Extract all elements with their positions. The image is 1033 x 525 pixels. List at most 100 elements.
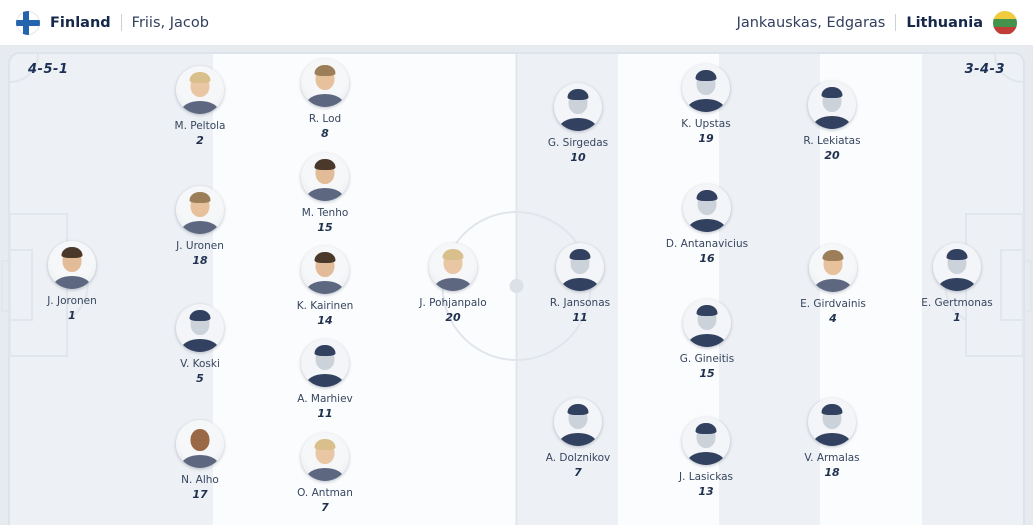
avatar-hair-shape <box>314 252 336 263</box>
avatar-face-shape <box>190 429 210 451</box>
player-name: O. Antman <box>297 487 353 499</box>
player-name: E. Gertmonas <box>921 297 993 309</box>
player-avatar <box>176 420 224 468</box>
avatar-torso-shape <box>181 221 219 234</box>
avatar-torso-shape <box>306 374 344 387</box>
player-avatar <box>808 398 856 446</box>
player-number: 4 <box>829 312 837 325</box>
avatar-torso-shape <box>687 99 725 112</box>
player-number: 20 <box>824 149 840 162</box>
avatar-hair-shape <box>569 249 591 260</box>
player-avatar <box>808 81 856 129</box>
away-team-header: Jankauskas, Edgaras Lithuania <box>736 10 1017 35</box>
player-avatar <box>554 398 602 446</box>
player-avatar <box>176 304 224 352</box>
player-avatar <box>683 184 731 232</box>
player-number: 1 <box>68 309 76 322</box>
player-name: R. Jansonas <box>549 297 611 309</box>
avatar-hair-shape <box>314 65 336 76</box>
avatar-hair-shape <box>695 70 717 81</box>
avatar-torso-shape <box>53 276 91 289</box>
avatar-hair-shape <box>189 72 211 83</box>
home-team-name[interactable]: Finland <box>50 14 111 31</box>
player-avatar <box>554 83 602 131</box>
home-player-card[interactable]: V. Koski 5 <box>142 304 258 385</box>
away-team-name[interactable]: Lithuania <box>906 14 983 31</box>
avatar-torso-shape <box>688 219 726 232</box>
home-player-card[interactable]: O. Antman 7 <box>267 433 383 514</box>
lithuania-flag-icon <box>993 10 1017 35</box>
avatar-hair-shape <box>314 439 336 450</box>
player-avatar <box>301 246 349 294</box>
player-number: 10 <box>570 151 586 164</box>
home-player-card[interactable]: N. Alho 17 <box>142 420 258 501</box>
player-name: E. Girdvainis <box>800 298 866 310</box>
home-player-card[interactable]: J. Uronen 18 <box>142 186 258 267</box>
home-player-card[interactable]: M. Tenho 15 <box>267 153 383 234</box>
home-player-card[interactable]: J. Joronen 1 <box>14 241 130 322</box>
player-name: K. Upstas <box>681 118 731 130</box>
avatar-hair-shape <box>442 249 464 260</box>
home-formation-label: 4-5-1 <box>28 62 69 77</box>
player-name: J. Pohjanpalo <box>419 297 487 309</box>
player-number: 19 <box>698 132 714 145</box>
avatar-torso-shape <box>687 452 725 465</box>
avatar-torso-shape <box>813 116 851 129</box>
away-player-card[interactable]: D. Antanavicius 16 <box>649 184 765 265</box>
player-number: 13 <box>698 485 714 498</box>
player-name: M. Peltola <box>174 120 226 132</box>
header-separator <box>895 14 897 31</box>
away-player-card[interactable]: E. Gertmonas 1 <box>899 243 1015 324</box>
away-player-card[interactable]: G. Sirgedas 10 <box>520 83 636 164</box>
player-number: 11 <box>317 407 333 420</box>
lineups-header: Finland Friis, Jacob Jankauskas, Edgaras… <box>0 0 1033 46</box>
away-player-card[interactable]: J. Lasickas 13 <box>648 417 764 498</box>
home-player-card[interactable]: A. Marhiev 11 <box>267 339 383 420</box>
avatar-torso-shape <box>561 278 599 291</box>
player-number: 20 <box>445 311 461 324</box>
player-name: G. Gineitis <box>679 353 735 365</box>
home-player-card[interactable]: K. Kairinen 14 <box>267 246 383 327</box>
avatar-hair-shape <box>189 192 211 203</box>
avatar-hair-shape <box>314 345 336 356</box>
home-manager-name[interactable]: Friis, Jacob <box>131 14 209 31</box>
avatar-torso-shape <box>559 118 597 131</box>
player-name: A. Dolznikov <box>545 452 611 464</box>
home-player-card[interactable]: M. Peltola 2 <box>142 66 258 147</box>
avatar-hair-shape <box>696 190 718 201</box>
player-avatar <box>301 433 349 481</box>
avatar-torso-shape <box>181 101 219 114</box>
away-manager-name[interactable]: Jankauskas, Edgaras <box>736 14 886 31</box>
player-name: K. Kairinen <box>296 300 354 312</box>
away-player-card[interactable]: R. Lekiatas 20 <box>774 81 890 162</box>
player-avatar <box>301 153 349 201</box>
avatar-hair-shape <box>822 250 844 261</box>
avatar-torso-shape <box>306 188 344 201</box>
player-number: 17 <box>192 488 208 501</box>
player-name: J. Lasickas <box>678 471 734 483</box>
avatar-torso-shape <box>306 281 344 294</box>
away-player-card[interactable]: V. Armalas 18 <box>774 398 890 479</box>
away-player-card[interactable]: K. Upstas 19 <box>648 64 764 145</box>
player-avatar <box>682 417 730 465</box>
away-player-card[interactable]: E. Girdvainis 4 <box>775 244 891 325</box>
avatar-hair-shape <box>946 249 968 260</box>
player-name: J. Uronen <box>176 240 224 252</box>
player-avatar <box>809 244 857 292</box>
player-name: A. Marhiev <box>297 393 353 405</box>
away-player-card[interactable]: R. Jansonas 11 <box>522 243 638 324</box>
avatar-torso-shape <box>688 334 726 347</box>
home-player-card[interactable]: R. Lod 8 <box>267 59 383 140</box>
avatar-torso-shape <box>434 278 472 291</box>
away-player-card[interactable]: G. Gineitis 15 <box>649 299 765 380</box>
avatar-hair-shape <box>567 89 589 100</box>
away-player-card[interactable]: A. Dolznikov 7 <box>520 398 636 479</box>
avatar-hair-shape <box>696 305 718 316</box>
finland-flag-icon <box>16 10 40 35</box>
player-number: 2 <box>196 134 204 147</box>
avatar-torso-shape <box>181 339 219 352</box>
avatar-hair-shape <box>314 159 336 170</box>
home-player-card[interactable]: J. Pohjanpalo 20 <box>395 243 511 324</box>
player-name: M. Tenho <box>301 207 349 219</box>
